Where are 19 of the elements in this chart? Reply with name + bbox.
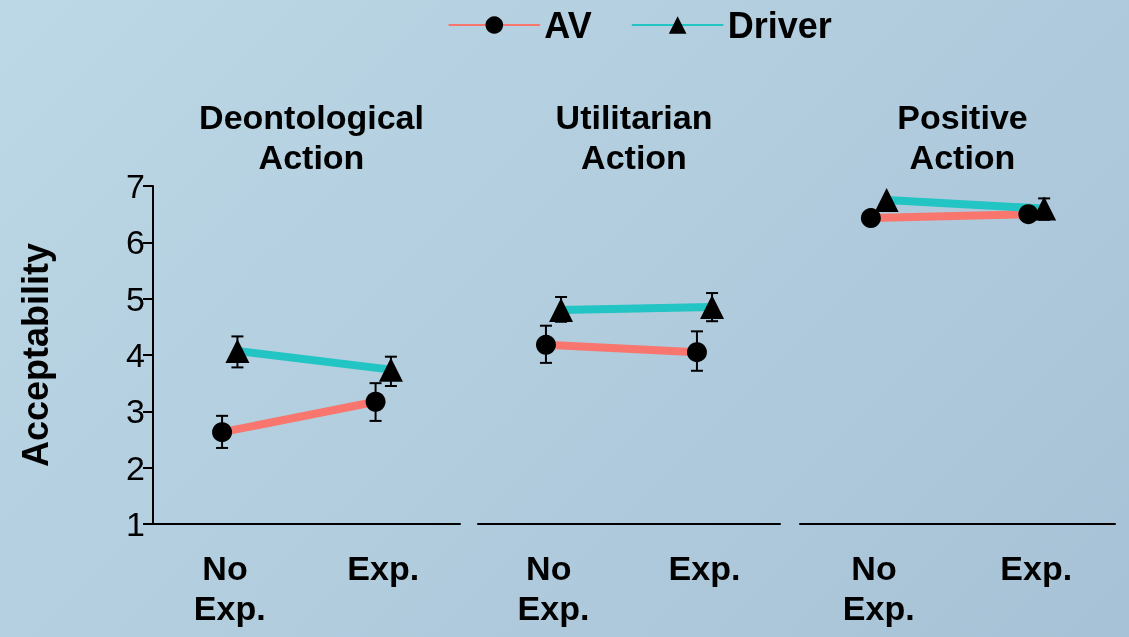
- y-tick-label: 5: [126, 279, 145, 318]
- legend-label: AV: [544, 4, 592, 46]
- x-tick-label: No Exp.: [517, 549, 590, 627]
- y-tick-label: 7: [126, 167, 145, 205]
- x-tick-label: Exp.: [668, 549, 741, 587]
- y-tick-label: 2: [126, 448, 145, 487]
- x-tick-label: No Exp.: [842, 549, 915, 627]
- y-tick-label: 4: [126, 336, 145, 374]
- y-tick-label: 1: [126, 505, 145, 543]
- chart-title: Deontological Action: [199, 98, 424, 176]
- legend-label: Driver: [727, 4, 832, 46]
- chart-title: Utilitarian Action: [555, 98, 713, 176]
- y-tick-label: 3: [126, 392, 145, 431]
- x-tick-label: Exp.: [347, 549, 420, 587]
- chart-title: Positive Action: [897, 98, 1028, 176]
- y-axis-title: Acceptability: [14, 242, 56, 468]
- y-tick-label: 6: [126, 223, 145, 262]
- x-tick-label: No Exp.: [193, 549, 266, 627]
- x-tick-label: Exp.: [1000, 549, 1073, 587]
